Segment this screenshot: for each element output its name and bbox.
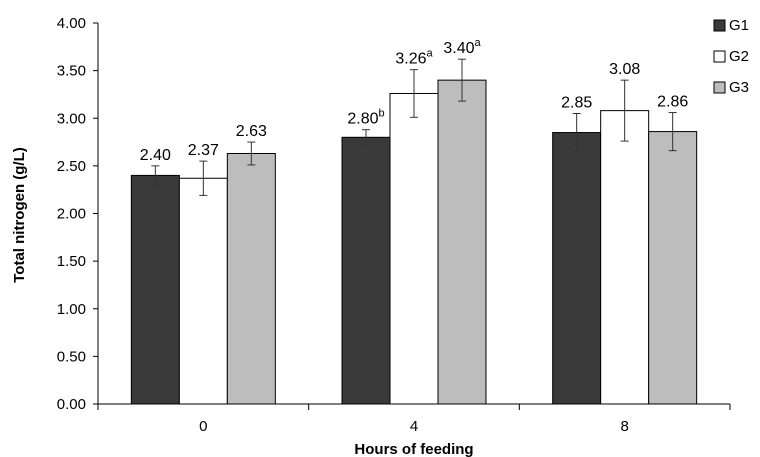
- significance-letter: b: [379, 108, 385, 120]
- data-label-value: 3.26: [395, 51, 426, 68]
- legend-label: G1: [729, 17, 749, 34]
- data-label: 3.26a: [395, 48, 433, 68]
- data-label-value: 2.86: [657, 94, 688, 111]
- legend: G1 G2 G3: [713, 17, 749, 96]
- x-tick-label: 0: [199, 418, 207, 435]
- bar-g1: [341, 136, 391, 405]
- y-tick-label: 3.00: [57, 110, 86, 127]
- bar-g2: [178, 177, 228, 405]
- data-label: 2.80b: [347, 108, 384, 128]
- data-label: 2.40: [140, 147, 171, 164]
- bar-g3: [226, 152, 276, 405]
- y-tick-label: 2.50: [57, 158, 86, 175]
- data-label: 2.85: [561, 94, 592, 111]
- x-axis: 0 4 8: [97, 403, 731, 435]
- data-label: 3.08: [609, 61, 640, 78]
- data-label-value: 2.40: [140, 147, 171, 164]
- legend-swatch-g2: [713, 50, 726, 63]
- y-tick-label: 0.50: [57, 348, 86, 365]
- legend-label: G3: [729, 79, 749, 96]
- bar-g3: [648, 131, 698, 405]
- legend-swatch-g1: [713, 19, 726, 32]
- data-label-value: 2.37: [188, 142, 219, 159]
- significance-letter: a: [427, 48, 434, 60]
- y-tick-label: 2.00: [57, 206, 86, 223]
- legend-label: G2: [729, 48, 749, 65]
- data-label: 2.86: [657, 94, 688, 111]
- bar-g3: [437, 79, 487, 405]
- data-label-value: 3.08: [609, 61, 640, 78]
- legend-swatch-g3: [713, 81, 726, 94]
- y-axis-title: Total nitrogen (g/L): [11, 147, 28, 283]
- data-label-value: 3.40: [443, 40, 474, 57]
- bar-g1: [130, 174, 180, 405]
- data-label: 3.40a: [443, 37, 481, 57]
- data-label-value: 2.85: [561, 94, 592, 111]
- y-tick-label: 1.50: [57, 253, 86, 270]
- x-tick-label: 8: [620, 418, 628, 435]
- y-tick-label: 1.00: [57, 301, 86, 318]
- data-label-value: 2.63: [236, 123, 267, 140]
- x-tick-label: 4: [410, 418, 418, 435]
- significance-letter: a: [475, 37, 482, 49]
- bar-g2: [600, 110, 650, 405]
- y-tick-label: 4.00: [57, 15, 86, 32]
- y-tick-label: 0.00: [57, 396, 86, 413]
- data-label: 2.37: [188, 142, 219, 159]
- bar-g1: [552, 132, 602, 405]
- y-axis: 0.00 0.50 1.00 1.50 2.00 2.50 3.00 3.50 4.00: [57, 15, 99, 413]
- x-axis-title: Hours of feeding: [354, 441, 473, 457]
- bar-g2: [389, 92, 439, 405]
- data-label: 2.63: [236, 123, 267, 140]
- data-label-value: 2.80: [347, 111, 378, 128]
- y-tick-label: 3.50: [57, 63, 86, 80]
